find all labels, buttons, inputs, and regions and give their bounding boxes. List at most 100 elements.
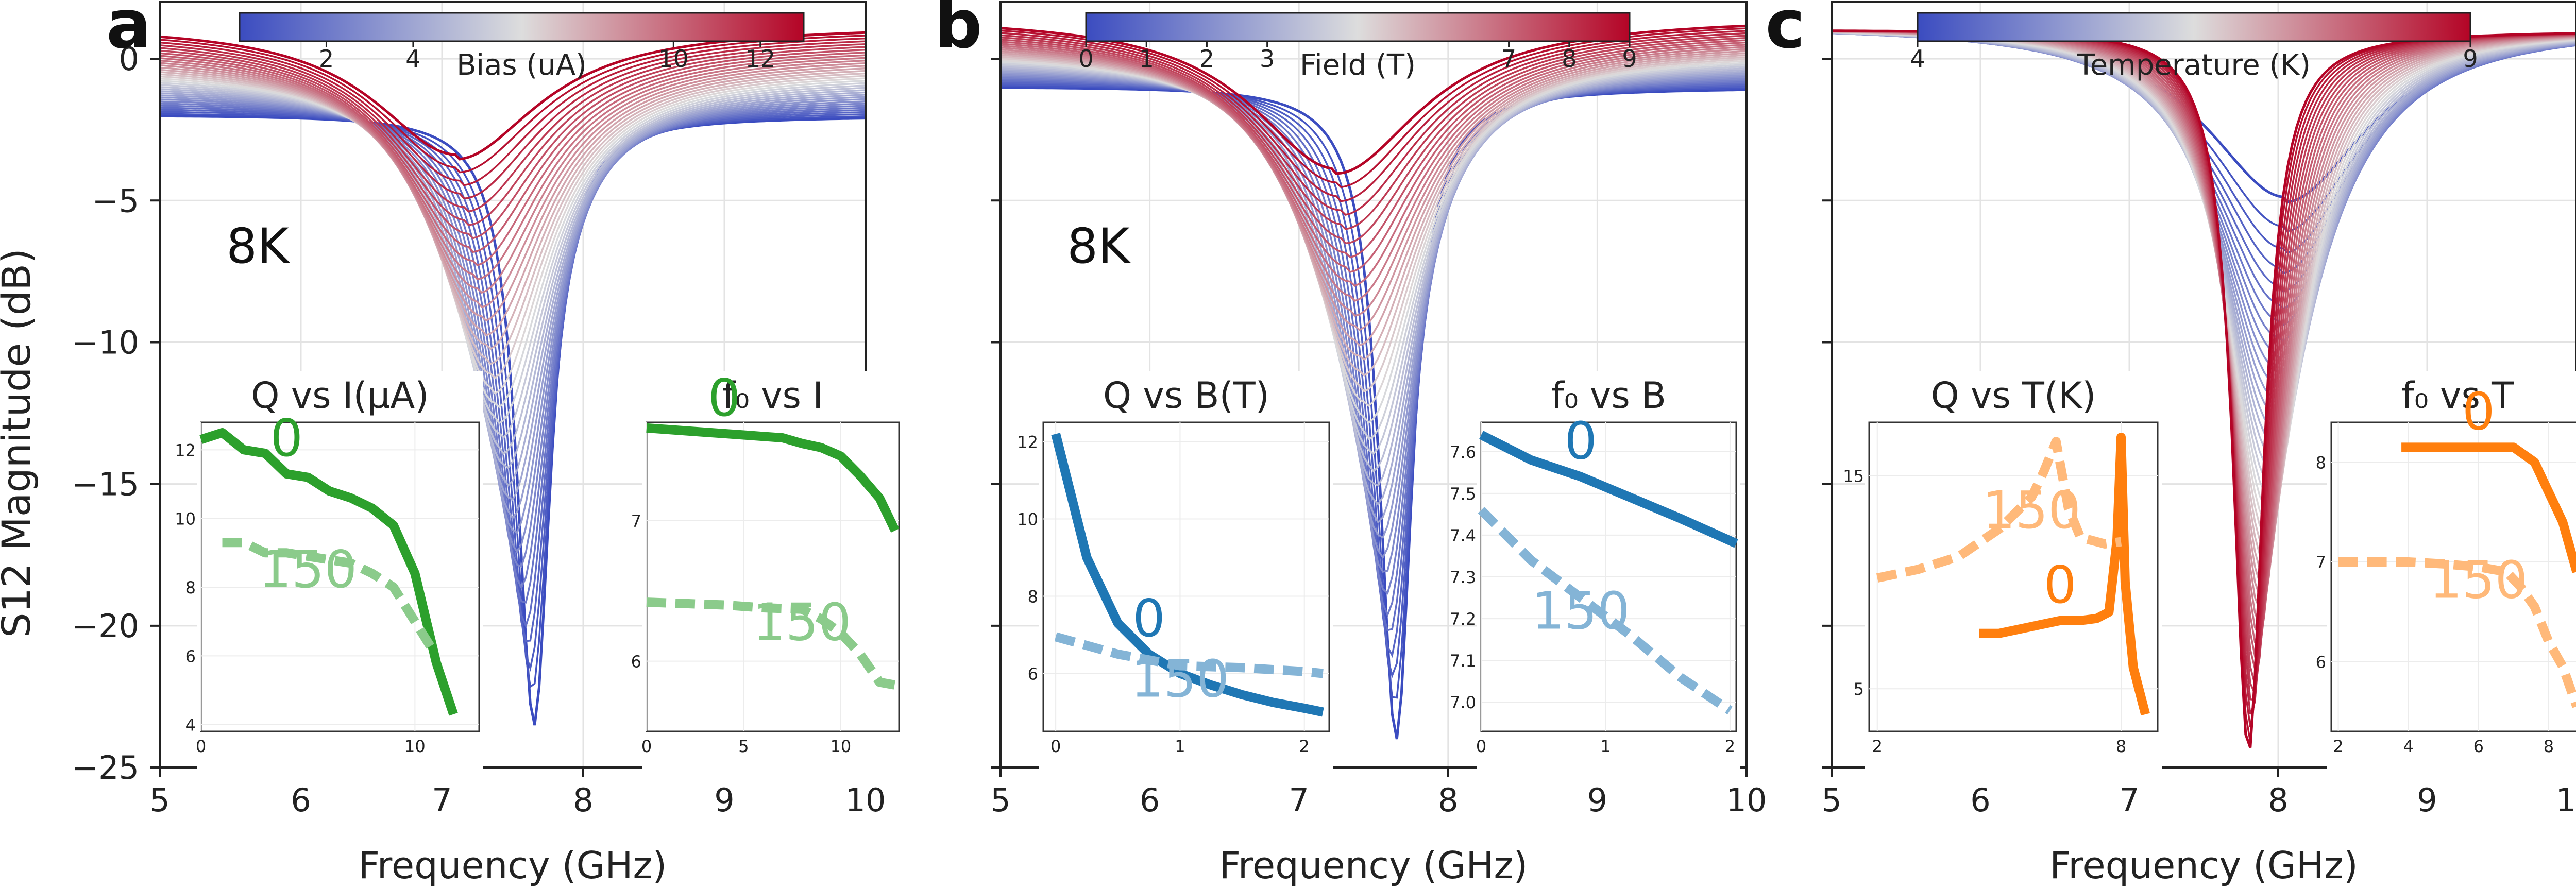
x-tick-label: 10 (2556, 781, 2576, 819)
series-line (159, 70, 866, 350)
series-line (1000, 52, 1747, 347)
series-line (159, 86, 866, 455)
inset-x-tick-label: 8 (2116, 737, 2126, 756)
inset-x-tick-label: 1 (1600, 737, 1611, 756)
colorbar-tick-label: 3 (1260, 45, 1275, 73)
colorbar-tick-label: 1 (1139, 45, 1154, 73)
x-tick-label: 9 (2417, 781, 2437, 819)
inset-x-tick-label: 0 (1050, 737, 1061, 756)
series-line (159, 57, 866, 281)
inset-series-label: 0 (1132, 588, 1165, 648)
series-line (159, 59, 866, 294)
x-tick-label: 5 (149, 781, 170, 819)
inset-y-tick-label: 10 (175, 509, 196, 529)
series-line (1000, 50, 1747, 331)
series-line (159, 75, 866, 379)
x-axis-label: Frequency (GHz) (359, 844, 667, 887)
inset-y-tick-label: 10 (1017, 510, 1038, 530)
x-tick-label: 9 (714, 781, 734, 819)
colorbar-tick-label: 10 (658, 45, 689, 73)
temperature-annotation: 8K (1067, 218, 1131, 275)
series-line (159, 90, 866, 487)
series-line (159, 94, 866, 520)
inset-series-0 (646, 423, 900, 533)
inset-series-0 (1979, 433, 2150, 716)
series-line (159, 77, 866, 395)
inset-y-tick-label: 7.4 (1450, 526, 1476, 545)
x-tick-label: 8 (573, 781, 593, 819)
x-tick-label: 6 (1140, 781, 1160, 819)
colorbar-tick-label: 2 (319, 45, 334, 73)
colorbar-tick-label: 7 (1501, 45, 1516, 73)
colorbar-tick-label: 0 (1078, 45, 1093, 73)
series-line (159, 111, 866, 672)
inset-y-tick-label: 7.6 (1450, 442, 1476, 462)
series-line (1000, 80, 1747, 631)
y-tick-label: 0 (119, 40, 139, 78)
series-line (1000, 61, 1747, 424)
x-tick-label: 8 (2268, 781, 2288, 819)
inset-title: f₀ vs I (722, 374, 823, 417)
series-line (159, 52, 866, 253)
series-line (1000, 57, 1747, 392)
inset-y-tick-label: 12 (1017, 433, 1038, 452)
series-line (159, 82, 866, 424)
series-line (1000, 35, 1747, 230)
inset-series-label: 0 (2462, 381, 2495, 441)
y-tick-label: −20 (72, 607, 139, 645)
series-line (1831, 32, 2576, 389)
colorbar-label: Bias (uA) (456, 48, 587, 82)
series-line (1000, 59, 1747, 407)
series-line (1000, 81, 1747, 658)
colorbar (1917, 12, 2471, 42)
colorbar-label: Temperature (K) (2077, 48, 2311, 82)
inset-series-150 (222, 538, 436, 652)
series-line (159, 67, 866, 336)
x-tick-label: 5 (990, 781, 1010, 819)
colorbar (239, 12, 805, 42)
inset-series-label: 0 (2044, 555, 2077, 615)
colorbar-tick-label: 4 (405, 45, 420, 73)
inset-y-tick-label: 6 (185, 646, 196, 666)
inset-y-tick-label: 7 (631, 511, 641, 531)
inset-series-label: 150 (753, 592, 851, 653)
series-line (1000, 41, 1747, 273)
panel-a: 5 6 7 8 9 10 0 −5 −10 −15 −20 −25 Frequency (GHz) a 8K… (72, 0, 903, 887)
colorbar-label: Field (T) (1300, 48, 1416, 82)
axes-frame (1831, 1, 2576, 769)
x-tick-label: 7 (2119, 781, 2139, 819)
series-line (1000, 46, 1747, 302)
inset-series-150 (1478, 506, 1733, 714)
axes-frame (999, 1, 1748, 769)
inset-x-tick-label: 2 (1299, 737, 1310, 756)
inset-series-label: 150 (2429, 550, 2528, 610)
inset-title: f₀ vs B (1551, 374, 1666, 417)
panel-letter: b (934, 0, 982, 63)
y-axis-label: S12 Magnitude (dB) (0, 248, 39, 638)
x-tick-label: 7 (432, 781, 452, 819)
inset-series-0 (2401, 442, 2576, 573)
panel-c: 5 6 7 8 9 10 Frequency (GHz) c 4 9 Temperature (K)… (1765, 0, 2576, 887)
series-line (159, 46, 866, 226)
x-tick-label: 10 (845, 781, 886, 819)
inset-x-tick-label: 5 (738, 737, 749, 756)
inset-title: Q vs T(K) (1931, 374, 2096, 417)
inset-series-label: 150 (1532, 581, 1630, 641)
colorbar-tick-label: 4 (1910, 45, 1925, 73)
series-line (159, 40, 866, 200)
series-line (1000, 62, 1747, 440)
series-line (159, 62, 866, 308)
series-line (159, 103, 866, 590)
series-line (159, 79, 866, 408)
colorbar-tick-label: 9 (1622, 45, 1637, 73)
series-line (1000, 48, 1747, 317)
inset-series-150 (646, 597, 896, 690)
inset-x-tick-label: 0 (641, 737, 652, 756)
inset-y-tick-label: 12 (175, 440, 196, 460)
inset-series-label: 0 (270, 408, 303, 468)
